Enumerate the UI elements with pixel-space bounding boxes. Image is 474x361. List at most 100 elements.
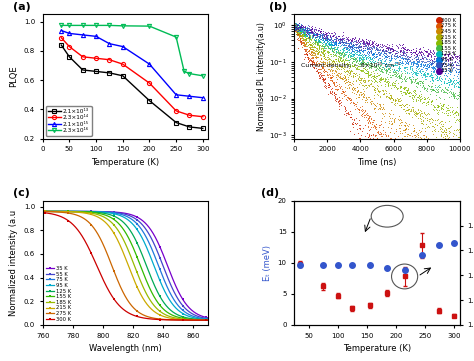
Point — [414, 136, 421, 142]
Point — [357, 55, 365, 61]
Point — [301, 32, 309, 38]
Point — [337, 84, 344, 90]
Point — [423, 100, 430, 106]
Point — [393, 74, 401, 80]
Point — [303, 29, 310, 35]
Point — [311, 29, 319, 35]
Point — [335, 34, 343, 39]
Point — [449, 62, 456, 68]
Point — [438, 76, 446, 82]
Point — [323, 39, 331, 45]
Point — [404, 46, 411, 52]
Point — [392, 50, 400, 56]
Point — [321, 60, 328, 65]
Point — [345, 45, 352, 51]
Point — [327, 36, 334, 42]
Point — [340, 64, 348, 70]
Point — [370, 73, 378, 79]
Point — [301, 46, 308, 52]
Point — [416, 92, 423, 98]
Point — [395, 136, 402, 142]
Point — [326, 68, 334, 74]
Point — [444, 57, 452, 63]
Point — [395, 61, 403, 66]
Point — [355, 47, 363, 53]
Point — [416, 57, 423, 62]
Point — [330, 44, 337, 50]
Point — [384, 66, 392, 72]
Point — [446, 55, 453, 61]
Point — [380, 52, 388, 58]
Point — [431, 65, 438, 70]
Point — [358, 68, 366, 74]
Point — [413, 61, 420, 66]
Point — [451, 93, 459, 99]
Point — [412, 56, 420, 62]
Point — [342, 77, 350, 83]
Point — [349, 84, 357, 90]
Point — [352, 37, 359, 43]
Point — [296, 24, 303, 30]
Point — [306, 27, 313, 32]
Point — [346, 100, 354, 106]
Point — [420, 110, 428, 116]
Point — [370, 70, 378, 76]
Point — [317, 39, 324, 45]
Point — [319, 35, 327, 41]
Point — [338, 86, 346, 92]
Point — [326, 46, 333, 52]
Point — [293, 31, 301, 37]
Point — [435, 65, 443, 71]
Point — [359, 53, 366, 58]
Point — [438, 86, 446, 92]
Point — [355, 94, 362, 100]
Point — [394, 97, 401, 103]
Point — [381, 136, 389, 142]
Point — [310, 31, 317, 36]
Point — [319, 44, 326, 49]
Point — [294, 28, 302, 34]
Point — [375, 78, 383, 84]
Point — [428, 75, 436, 81]
Point — [317, 28, 324, 34]
Point — [340, 43, 348, 48]
Point — [419, 72, 427, 78]
Point — [346, 95, 354, 100]
Point — [415, 93, 422, 99]
Point — [405, 106, 412, 112]
Point — [326, 36, 333, 42]
Point — [414, 135, 422, 140]
Point — [380, 50, 388, 56]
Point — [433, 74, 440, 80]
Point — [424, 70, 431, 76]
Point — [344, 76, 352, 82]
Point — [300, 30, 308, 36]
Point — [409, 60, 416, 65]
Point — [394, 65, 401, 71]
Point — [402, 84, 410, 90]
Point — [330, 51, 337, 57]
Point — [437, 64, 444, 70]
Point — [378, 87, 386, 93]
Point — [407, 76, 415, 82]
Point — [378, 69, 386, 75]
Point — [424, 82, 431, 88]
Point — [336, 51, 343, 56]
Point — [350, 100, 357, 106]
Point — [380, 91, 387, 97]
Point — [302, 25, 310, 31]
Point — [429, 48, 437, 53]
Point — [419, 78, 427, 84]
Point — [342, 34, 350, 40]
Point — [339, 49, 346, 55]
Point — [447, 62, 454, 68]
Point — [450, 136, 458, 142]
Point — [359, 52, 366, 58]
Point — [307, 42, 315, 48]
Point — [365, 94, 373, 100]
Point — [394, 54, 401, 60]
Point — [324, 48, 332, 54]
Point — [455, 136, 463, 142]
Point — [403, 55, 410, 60]
Point — [345, 43, 352, 48]
